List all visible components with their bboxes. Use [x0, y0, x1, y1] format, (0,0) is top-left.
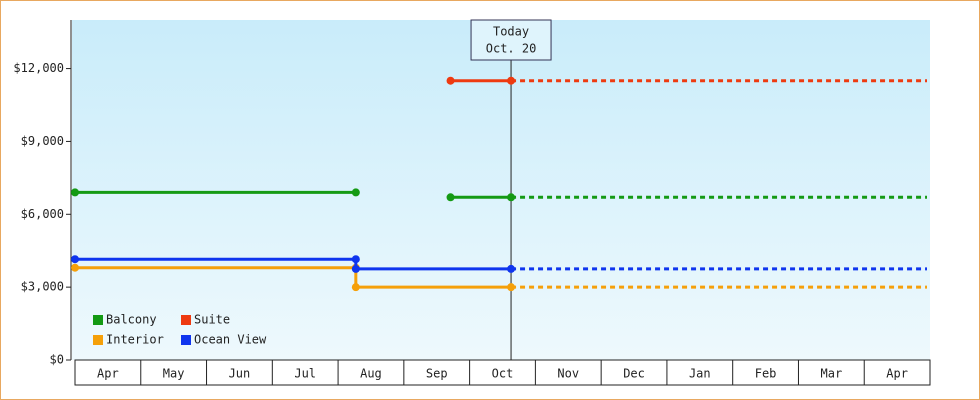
x-tick-label: Sep: [426, 367, 448, 381]
series-line: [75, 266, 512, 289]
x-tick-label: Apr: [97, 367, 119, 381]
y-tick-label: $6,000: [21, 207, 64, 221]
x-tick-label: Mar: [821, 367, 843, 381]
point: [351, 188, 360, 197]
point: [507, 76, 516, 85]
legend-label: Balcony: [106, 313, 157, 327]
x-tick-label: Aug: [360, 367, 382, 381]
point: [507, 283, 516, 292]
point: [446, 193, 455, 202]
point: [351, 255, 360, 264]
x-tick-label: Apr: [886, 367, 908, 381]
legend-label: Interior: [106, 333, 164, 347]
legend-swatch: [181, 335, 191, 345]
x-tick-label: Oct: [492, 367, 514, 381]
legend-swatch: [181, 315, 191, 325]
point: [71, 263, 79, 272]
legend-label: Suite: [194, 313, 230, 327]
today-label: Today: [493, 25, 529, 39]
y-tick-label: $0: [50, 353, 64, 367]
x-tick-label: May: [163, 367, 185, 381]
series-line: [75, 257, 512, 271]
y-tick-label: $3,000: [21, 280, 64, 294]
point: [351, 264, 360, 273]
y-tick-label: $12,000: [13, 61, 64, 75]
point: [446, 76, 455, 85]
x-tick-label: Feb: [755, 367, 777, 381]
point: [507, 264, 516, 273]
today-box: [470, 19, 552, 61]
x-tick-label: Jan: [689, 367, 711, 381]
legend-label: Ocean View: [194, 333, 267, 347]
point: [71, 188, 79, 197]
x-tick-label: Nov: [557, 367, 579, 381]
plot-area: [72, 20, 930, 360]
today-label: Oct. 20: [486, 42, 537, 56]
legend-swatch: [93, 315, 103, 325]
legend-swatch: [93, 335, 103, 345]
x-tick-label: Dec: [623, 367, 645, 381]
x-tick-label: Jun: [229, 367, 251, 381]
point: [71, 255, 79, 264]
point: [507, 193, 516, 202]
y-tick-label: $9,000: [21, 134, 64, 148]
point: [351, 283, 360, 292]
x-tick-label: Jul: [294, 367, 316, 381]
